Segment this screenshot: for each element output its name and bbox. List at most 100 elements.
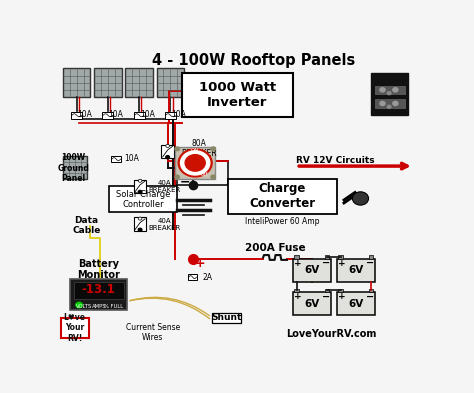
Text: 100W
Ground
Panel: 100W Ground Panel <box>57 153 89 183</box>
FancyBboxPatch shape <box>292 259 331 282</box>
Circle shape <box>175 147 179 151</box>
Circle shape <box>211 147 215 151</box>
FancyBboxPatch shape <box>134 180 146 193</box>
FancyBboxPatch shape <box>74 282 124 299</box>
Circle shape <box>393 88 398 92</box>
FancyBboxPatch shape <box>102 112 113 119</box>
Text: % FULL: % FULL <box>104 304 123 309</box>
FancyBboxPatch shape <box>338 255 343 259</box>
Circle shape <box>138 191 142 193</box>
Circle shape <box>138 217 142 220</box>
Text: −: − <box>322 258 330 268</box>
FancyBboxPatch shape <box>212 313 241 323</box>
Text: 6V: 6V <box>304 265 319 275</box>
Text: −: − <box>366 292 374 301</box>
FancyBboxPatch shape <box>337 259 375 282</box>
FancyBboxPatch shape <box>165 112 176 119</box>
Text: 4 - 100W Rooftop Panels: 4 - 100W Rooftop Panels <box>152 53 356 68</box>
FancyBboxPatch shape <box>63 156 87 179</box>
FancyBboxPatch shape <box>94 68 122 97</box>
FancyBboxPatch shape <box>294 255 299 259</box>
Text: -13.1: -13.1 <box>82 283 116 296</box>
Text: +: + <box>338 259 346 268</box>
Text: 6V: 6V <box>304 299 319 309</box>
Text: −: − <box>180 175 191 188</box>
Circle shape <box>393 101 398 106</box>
Text: Data
Cable: Data Cable <box>72 216 100 235</box>
Text: L♥ve
Your
RV!: L♥ve Your RV! <box>64 313 86 343</box>
FancyBboxPatch shape <box>375 86 405 94</box>
FancyBboxPatch shape <box>125 68 153 97</box>
Text: LoveYourRV.com: LoveYourRV.com <box>286 329 376 339</box>
Circle shape <box>76 302 82 308</box>
Text: 10A: 10A <box>140 110 155 119</box>
FancyBboxPatch shape <box>134 217 146 231</box>
Circle shape <box>380 101 385 106</box>
Text: −: − <box>366 258 374 268</box>
Text: +: + <box>195 257 205 270</box>
FancyBboxPatch shape <box>325 288 329 292</box>
Text: 10A: 10A <box>125 154 139 163</box>
FancyBboxPatch shape <box>63 68 91 97</box>
Text: +: + <box>294 259 301 268</box>
Circle shape <box>352 192 369 205</box>
Text: +: + <box>338 292 346 301</box>
Text: 10A: 10A <box>109 110 123 119</box>
Text: 2A: 2A <box>202 273 212 282</box>
Circle shape <box>138 179 142 182</box>
Circle shape <box>138 228 142 231</box>
FancyBboxPatch shape <box>70 279 127 310</box>
Text: ON: ON <box>191 148 200 153</box>
Text: InteliPower 60 Amp: InteliPower 60 Amp <box>245 217 319 226</box>
Text: 80A
BREAKER: 80A BREAKER <box>182 139 217 158</box>
FancyBboxPatch shape <box>375 99 405 108</box>
Text: 6V: 6V <box>348 265 364 275</box>
FancyBboxPatch shape <box>372 73 408 115</box>
FancyBboxPatch shape <box>369 288 374 292</box>
FancyBboxPatch shape <box>161 145 174 158</box>
Circle shape <box>211 175 215 179</box>
Circle shape <box>166 156 169 159</box>
Text: 6V: 6V <box>348 299 364 309</box>
Text: Solar Charge
Controller: Solar Charge Controller <box>116 189 170 209</box>
Circle shape <box>175 175 179 179</box>
Text: 1000 Watt
Inverter: 1000 Watt Inverter <box>199 81 276 109</box>
Circle shape <box>380 88 385 92</box>
FancyBboxPatch shape <box>337 292 375 315</box>
FancyBboxPatch shape <box>188 274 197 280</box>
FancyBboxPatch shape <box>369 255 374 259</box>
FancyBboxPatch shape <box>156 68 184 97</box>
Circle shape <box>178 149 212 177</box>
Text: Current Sense
Wires: Current Sense Wires <box>126 323 180 342</box>
FancyBboxPatch shape <box>71 112 82 119</box>
FancyBboxPatch shape <box>61 318 89 338</box>
Text: 200A Fuse: 200A Fuse <box>245 243 306 253</box>
Circle shape <box>185 155 205 171</box>
FancyBboxPatch shape <box>134 112 145 119</box>
FancyBboxPatch shape <box>292 292 331 315</box>
Text: AMPS: AMPS <box>91 304 106 309</box>
FancyBboxPatch shape <box>325 255 329 259</box>
Circle shape <box>387 92 391 95</box>
Text: 10A: 10A <box>171 110 186 119</box>
Text: −: − <box>322 292 330 301</box>
FancyBboxPatch shape <box>182 73 292 117</box>
Text: 10A: 10A <box>77 110 92 119</box>
FancyBboxPatch shape <box>111 156 121 162</box>
Text: Charge
Converter: Charge Converter <box>249 182 316 210</box>
Text: off: off <box>201 172 208 177</box>
Text: +: + <box>294 292 301 301</box>
FancyBboxPatch shape <box>175 147 215 179</box>
Circle shape <box>181 151 210 175</box>
Text: Shunt: Shunt <box>211 314 242 323</box>
Text: 40A
BREAKER: 40A BREAKER <box>148 218 181 231</box>
Circle shape <box>166 145 169 147</box>
Text: RV 12V Circuits: RV 12V Circuits <box>296 156 375 165</box>
Circle shape <box>387 105 391 108</box>
FancyBboxPatch shape <box>294 288 299 292</box>
Text: 40A
BREAKER: 40A BREAKER <box>148 180 181 193</box>
FancyBboxPatch shape <box>109 186 177 212</box>
FancyBboxPatch shape <box>338 288 343 292</box>
Text: Battery
Monitor: Battery Monitor <box>77 259 120 280</box>
Text: VOLTS: VOLTS <box>76 304 92 309</box>
